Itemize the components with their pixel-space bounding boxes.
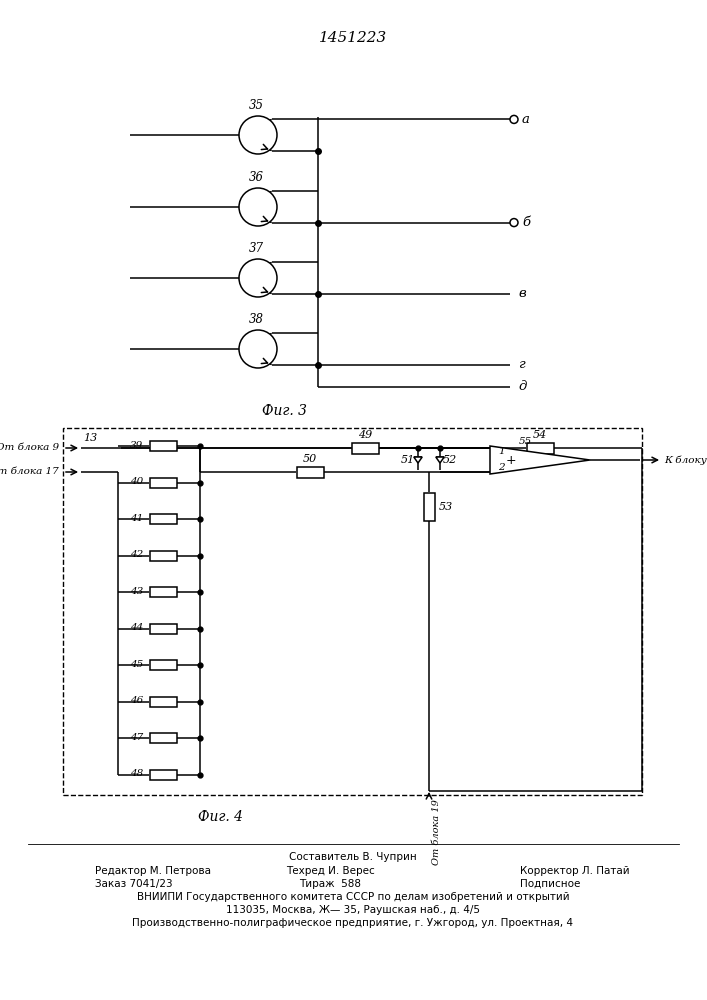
Polygon shape — [436, 457, 444, 463]
Bar — [149, 478, 177, 488]
Text: Составитель В. Чуприн: Составитель В. Чуприн — [289, 852, 417, 862]
Text: Редактор М. Петрова: Редактор М. Петрова — [95, 866, 211, 876]
Text: а: а — [522, 113, 530, 126]
Text: 51: 51 — [401, 455, 415, 465]
Text: 44: 44 — [130, 623, 143, 632]
Bar — [351, 442, 378, 454]
Text: 46: 46 — [130, 696, 143, 705]
Text: 13: 13 — [83, 433, 98, 443]
Text: 42: 42 — [130, 550, 143, 559]
Bar — [149, 733, 177, 743]
Text: 53: 53 — [439, 502, 453, 512]
Circle shape — [510, 219, 518, 227]
Text: 55: 55 — [518, 438, 532, 446]
Bar — [149, 697, 177, 707]
Text: От блока 19: От блока 19 — [432, 799, 441, 865]
Circle shape — [239, 259, 277, 297]
Text: От блока 17: От блока 17 — [0, 468, 59, 477]
Text: Производственно-полиграфическое предприятие, г. Ужгород, ул. Проектная, 4: Производственно-полиграфическое предприя… — [132, 918, 573, 928]
Text: 36: 36 — [248, 171, 264, 184]
Bar — [63, 428, 642, 795]
Bar — [149, 770, 177, 780]
Text: 48: 48 — [130, 770, 143, 778]
Circle shape — [239, 330, 277, 368]
Circle shape — [239, 116, 277, 154]
Text: 2: 2 — [498, 464, 505, 473]
Circle shape — [239, 188, 277, 226]
Text: Тираж  588: Тираж 588 — [299, 879, 361, 889]
Text: 43: 43 — [130, 587, 143, 596]
Text: 49: 49 — [358, 430, 372, 440]
Text: 35: 35 — [248, 99, 264, 112]
Bar — [296, 466, 324, 478]
Text: К блоку 23: К блоку 23 — [664, 455, 707, 465]
Text: 41: 41 — [130, 514, 143, 523]
Text: +: + — [506, 454, 517, 466]
Text: г: г — [518, 358, 525, 371]
Text: Подписное: Подписное — [520, 879, 580, 889]
Circle shape — [510, 115, 518, 123]
Bar — [149, 514, 177, 524]
Bar — [149, 587, 177, 597]
Text: б: б — [522, 216, 530, 229]
Text: 38: 38 — [248, 313, 264, 326]
Text: 1451223: 1451223 — [319, 31, 387, 45]
Text: 40: 40 — [130, 477, 143, 486]
Text: 39: 39 — [130, 440, 143, 450]
Text: Заказ 7041/23: Заказ 7041/23 — [95, 879, 173, 889]
Text: 54: 54 — [533, 430, 547, 440]
Text: 47: 47 — [130, 733, 143, 742]
Polygon shape — [414, 457, 422, 463]
Text: Фиг. 4: Фиг. 4 — [197, 810, 243, 824]
Bar — [149, 441, 177, 451]
Text: в: в — [518, 287, 526, 300]
Bar — [149, 551, 177, 561]
Bar — [149, 624, 177, 634]
Polygon shape — [490, 446, 590, 474]
Text: д: д — [518, 380, 527, 393]
Text: 113035, Москва, Ж— 35, Раушская наб., д. 4/5: 113035, Москва, Ж— 35, Раушская наб., д.… — [226, 905, 480, 915]
Text: Техред И. Верес: Техред И. Верес — [286, 866, 375, 876]
Text: ВНИИПИ Государственного комитета СССР по делам изобретений и открытий: ВНИИПИ Государственного комитета СССР по… — [136, 892, 569, 902]
Text: Корректор Л. Патай: Корректор Л. Патай — [520, 866, 630, 876]
Text: Фиг. 3: Фиг. 3 — [262, 404, 308, 418]
Text: От блока 9: От блока 9 — [0, 444, 59, 452]
Bar — [149, 660, 177, 670]
Text: 45: 45 — [130, 660, 143, 669]
Text: 52: 52 — [443, 455, 457, 465]
Bar — [423, 493, 435, 521]
Text: 37: 37 — [248, 242, 264, 255]
Bar — [527, 442, 554, 454]
Text: 50: 50 — [303, 454, 317, 464]
Text: 1: 1 — [498, 446, 505, 456]
